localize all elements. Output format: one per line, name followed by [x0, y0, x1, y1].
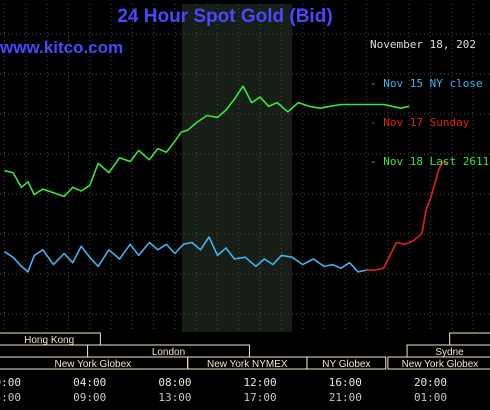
- nymex-session-shading: [181, 4, 293, 332]
- session-box: [306, 356, 387, 370]
- series-line-1: [366, 160, 449, 271]
- session-box: [387, 356, 490, 370]
- session-label: New York Globex: [54, 359, 131, 370]
- x-tick-label-ny: 16:00: [329, 376, 362, 389]
- legend-item-nov17: - Nov 17 Sunday: [370, 116, 470, 129]
- x-tick-label-ny: 00:00: [0, 376, 21, 389]
- session-box: [449, 332, 490, 346]
- site-url[interactable]: www.kitco.com: [0, 38, 124, 57]
- session-label: London: [152, 347, 185, 358]
- x-tick-label-ny: 04:00: [73, 376, 106, 389]
- x-tick-label-gmt: 13:00: [158, 391, 191, 404]
- chart-legend: November 18, 202 - Nov 15 NY close - Nov…: [370, 12, 489, 181]
- session-label: NY Globex: [322, 359, 370, 370]
- x-tick-label-ny: 12:00: [244, 376, 277, 389]
- x-tick-label-gmt: 17:00: [244, 391, 277, 404]
- session-label: Sydne: [435, 347, 464, 358]
- session-label: New York NYMEX: [207, 359, 288, 370]
- x-tick-label-ny: 08:00: [158, 376, 191, 389]
- chart-date: November 18, 202: [370, 38, 476, 51]
- chart-title: 24 Hour Spot Gold (Bid): [117, 6, 333, 27]
- legend-label: Nov 18 Last 2611: [383, 155, 490, 168]
- legend-item-nov15: - Nov 15 NY close: [370, 77, 483, 90]
- x-tick-label-gmt: 09:00: [73, 391, 106, 404]
- series-line-0: [4, 236, 367, 273]
- x-tick-label-ny: 20:00: [414, 376, 447, 389]
- chart-series: [4, 85, 449, 273]
- x-axis-ticks: 00:00 05:00 04:00 09:00 08:00 13:00 12:00 17:00…: [0, 376, 447, 404]
- series-line-2: [4, 85, 410, 198]
- legend-item-nov18: - Nov 18 Last 2611: [370, 155, 490, 168]
- x-tick-label-gmt: 21:00: [329, 391, 362, 404]
- session-label: New York Globex: [402, 359, 479, 370]
- x-tick-label-gmt: 01:00: [414, 391, 447, 404]
- session-box: [0, 332, 101, 346]
- chart-grid: [0, 4, 490, 332]
- legend-label: Nov 17 Sunday: [383, 116, 470, 129]
- x-tick-label-gmt: 05:00: [0, 391, 21, 404]
- session-label: Hong Kong: [24, 335, 74, 346]
- legend-label: Nov 15 NY close: [383, 77, 483, 90]
